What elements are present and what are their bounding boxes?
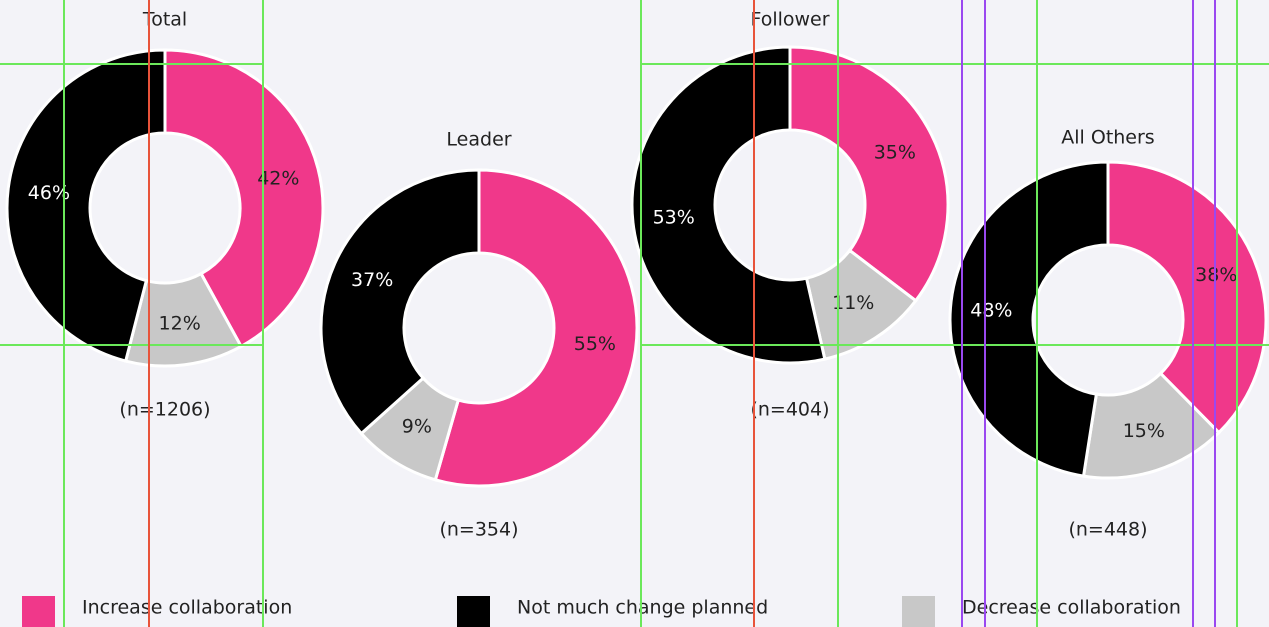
sample-size: (n=1206) — [119, 399, 210, 421]
data-label: 9% — [402, 416, 432, 438]
data-label: 53% — [653, 206, 695, 228]
data-label: 42% — [257, 167, 299, 189]
donut-slice — [788, 45, 950, 303]
sample-size: (n=448) — [1068, 519, 1147, 541]
data-label: 55% — [574, 333, 616, 355]
chart-title: Leader — [446, 129, 511, 151]
chart-title: All Others — [1061, 127, 1154, 149]
legend-label: Increase collaboration — [82, 597, 292, 619]
data-label: 11% — [832, 292, 874, 314]
chart-title: Follower — [750, 9, 829, 31]
data-label: 46% — [28, 182, 70, 204]
data-label: 48% — [970, 299, 1012, 321]
data-label: 15% — [1123, 420, 1165, 442]
donut-slice — [630, 45, 827, 365]
legend-swatch — [902, 596, 935, 627]
legend-swatch — [22, 596, 55, 627]
donut-slice — [1106, 160, 1268, 435]
chart-title: Total — [142, 9, 187, 31]
donut-slice — [163, 48, 325, 349]
donut-slice — [5, 48, 167, 363]
legend-label: Decrease collaboration — [962, 597, 1181, 619]
sample-size: (n=354) — [439, 519, 518, 541]
data-label: 37% — [351, 269, 393, 291]
donut-slice — [319, 168, 481, 436]
sample-size: (n=404) — [750, 399, 829, 421]
donut-slice — [1081, 371, 1221, 480]
data-label: 38% — [1195, 264, 1237, 286]
charts: Total (n=1206) 42% 12% 46% Leader (n=354) 55% 9%… — [5, 9, 1268, 627]
data-label: 35% — [874, 142, 916, 164]
legend-label: Not much change planned — [517, 597, 768, 619]
legend-swatch — [457, 596, 490, 627]
donut-slice — [433, 168, 639, 488]
data-label: 12% — [159, 313, 201, 335]
